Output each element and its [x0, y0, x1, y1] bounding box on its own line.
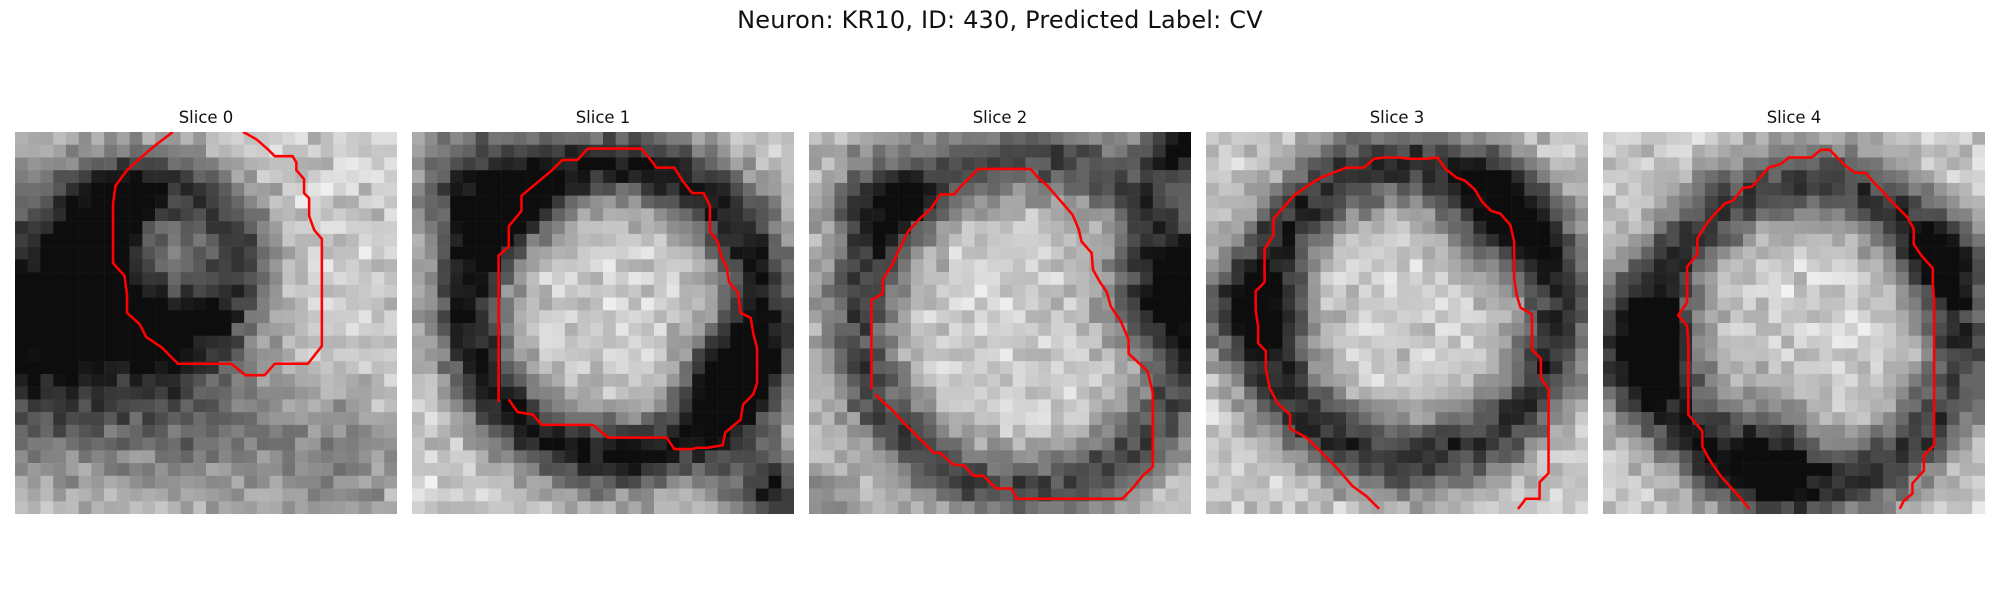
slice-title-4: Slice 4 [1766, 108, 1822, 127]
slice-title-0: Slice 0 [178, 108, 234, 127]
slice-title-1: Slice 1 [575, 108, 631, 127]
slice-panel-0: Slice 0 [15, 108, 397, 514]
slice-panel-1: Slice 1 [412, 108, 794, 514]
slice-pixels-0 [15, 132, 397, 514]
roi-contour-3 [1254, 156, 1550, 510]
slice-title-2: Slice 2 [972, 108, 1028, 127]
slice-image-3 [1206, 132, 1588, 514]
slice-image-1 [412, 132, 794, 514]
slice-pixels-2 [809, 132, 1191, 514]
slice-pixels-4 [1603, 132, 1985, 514]
slice-pixels-3 [1206, 132, 1588, 514]
roi-contour-2 [870, 167, 1155, 500]
slice-panel-4: Slice 4 [1603, 108, 1985, 514]
slice-title-3: Slice 3 [1369, 108, 1425, 127]
slice-image-2 [809, 132, 1191, 514]
roi-contour-4 [1676, 148, 1936, 510]
slice-pixels-1 [412, 132, 794, 514]
slice-image-0 [15, 132, 397, 514]
roi-contour-0 [111, 132, 324, 377]
slice-panel-2: Slice 2 [809, 108, 1191, 514]
figure-title: Neuron: KR10, ID: 430, Predicted Label: … [737, 6, 1263, 34]
roi-contour-1 [497, 147, 759, 451]
slice-image-4 [1603, 132, 1985, 514]
slice-panel-3: Slice 3 [1206, 108, 1588, 514]
